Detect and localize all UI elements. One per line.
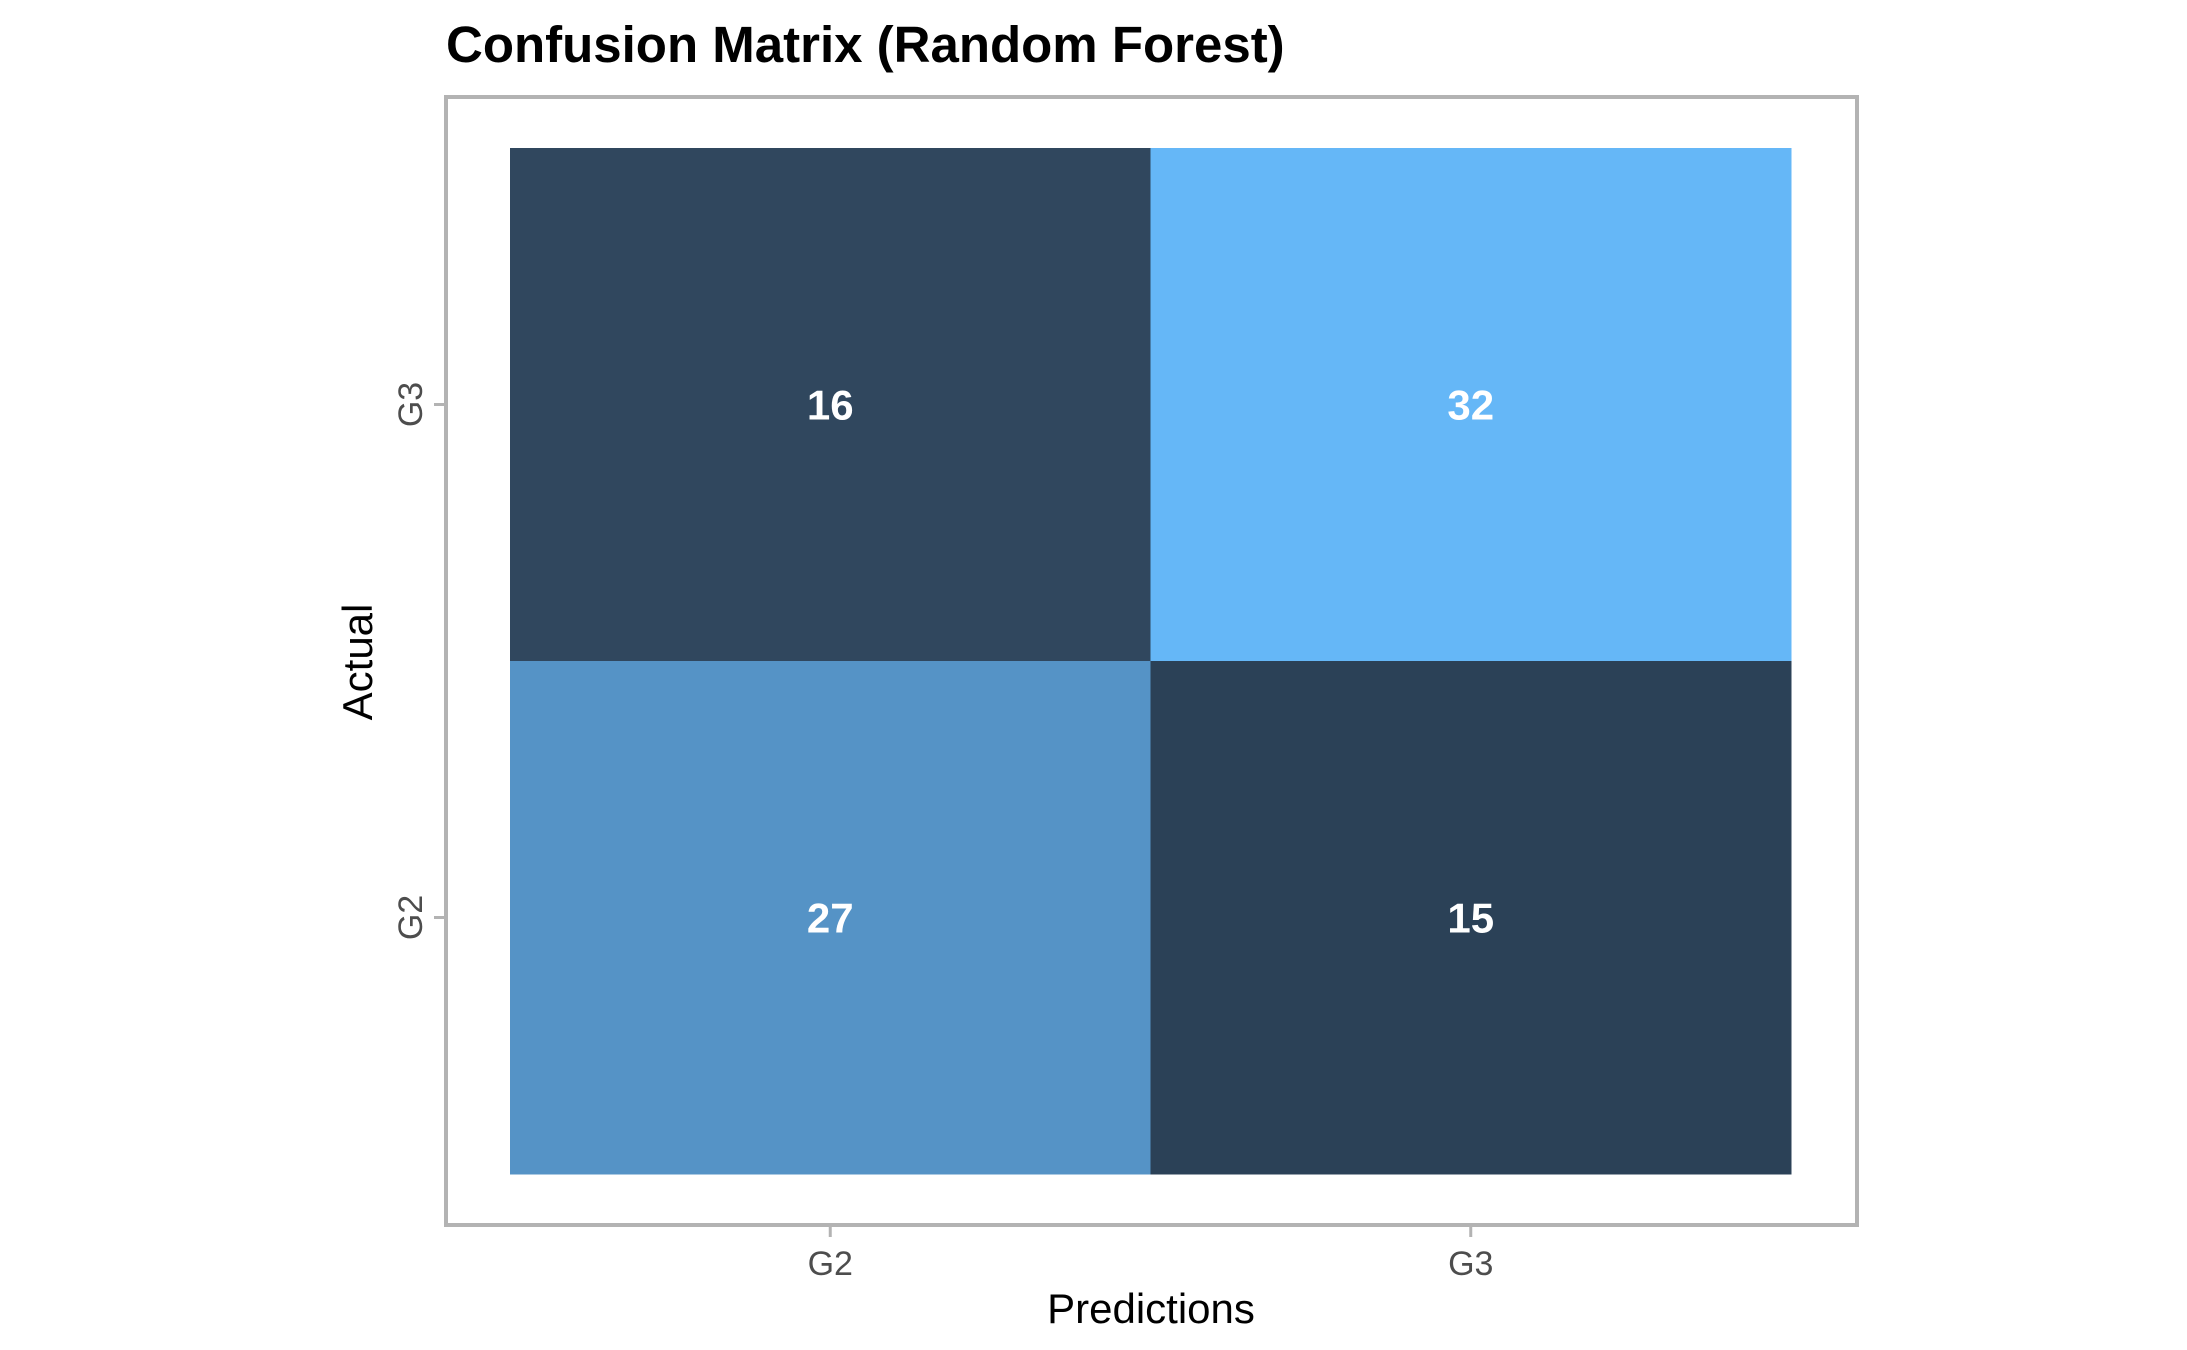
x-axis-label: Predictions — [1047, 1285, 1255, 1332]
heatmap-cell-g3-g3 — [1150, 148, 1792, 662]
chart-title: Confusion Matrix (Random Forest) — [446, 16, 1285, 73]
y-axis-ticks: G2 G3 — [392, 382, 446, 940]
y-tick-label-g2: G2 — [392, 895, 430, 940]
cell-value-label-g2-g3: 15 — [1447, 895, 1494, 942]
y-tick-label-g3: G3 — [392, 382, 430, 427]
heatmap-cell-g2-g2 — [510, 661, 1151, 1175]
x-axis-ticks: G2 G3 — [808, 1225, 1493, 1283]
heatmap-cell-g2-g3 — [1150, 661, 1792, 1175]
heatmap-cell-labels: 16 32 27 15 — [807, 382, 1494, 942]
panel-border — [444, 95, 1859, 1227]
heatmap-cells — [510, 148, 1792, 1175]
cell-value-label-g2-g2: 27 — [807, 895, 854, 942]
x-tick-label-g2: G2 — [808, 1245, 853, 1283]
y-axis-label: Actual — [334, 604, 381, 721]
x-tick-label-g3: G3 — [1448, 1245, 1493, 1283]
cell-value-label-g3-g2: 16 — [807, 382, 854, 429]
cell-value-label-g3-g3: 32 — [1447, 382, 1494, 429]
heatmap-cell-g3-g2 — [510, 148, 1151, 662]
